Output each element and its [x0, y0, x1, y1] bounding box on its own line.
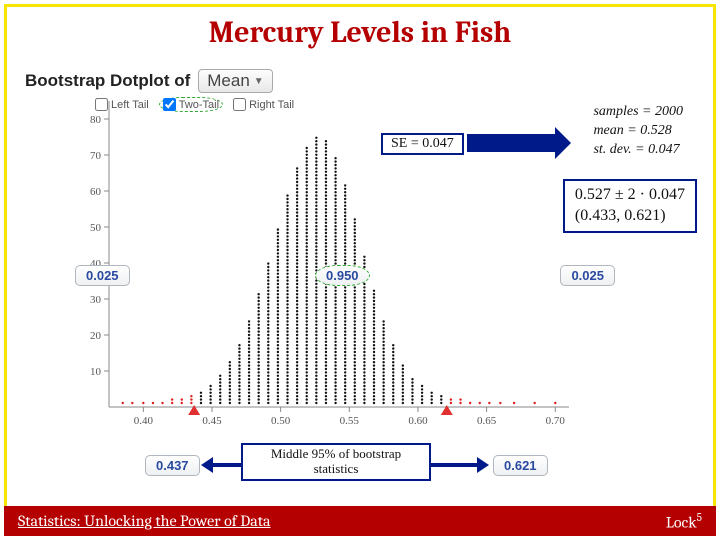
svg-text:10: 10: [90, 366, 102, 378]
svg-text:70: 70: [90, 150, 102, 162]
slide-frame: Mercury Levels in Fish Bootstrap Dotplot…: [4, 4, 716, 536]
svg-text:60: 60: [90, 186, 102, 198]
svg-text:0.45: 0.45: [202, 415, 222, 427]
summary-stats: samples = 2000 mean = 0.528 st. dev. = 0…: [593, 103, 683, 160]
svg-text:20: 20: [90, 330, 102, 342]
dropdown-value: Mean: [207, 71, 250, 91]
svg-text:80: 80: [90, 114, 102, 126]
confidence-interval-box: 0.527 ± 2 · 0.047 (0.433, 0.621): [563, 179, 697, 233]
svg-text:30: 30: [90, 294, 102, 306]
footer-left: Statistics: Unlocking the Power of Data: [18, 512, 271, 530]
upper-bound-pill[interactable]: 0.621: [493, 455, 548, 476]
svg-text:0.55: 0.55: [340, 415, 360, 427]
arrow-to-lower: [211, 463, 245, 467]
middle-95-label: Middle 95% of bootstrap statistics: [241, 443, 431, 481]
lower-bound-pill[interactable]: 0.437: [145, 455, 200, 476]
chart-header: Bootstrap Dotplot of Mean ▼: [25, 69, 695, 93]
svg-text:0.65: 0.65: [477, 415, 497, 427]
arrow-to-upper: [429, 463, 479, 467]
statistic-dropdown[interactable]: Mean ▼: [198, 69, 272, 93]
footer: Statistics: Unlocking the Power of Data …: [4, 506, 716, 536]
svg-text:0.70: 0.70: [546, 415, 566, 427]
right-tail-pill[interactable]: 0.025: [560, 265, 615, 286]
svg-text:0.40: 0.40: [134, 415, 154, 427]
left-tail-pill[interactable]: 0.025: [75, 265, 130, 286]
footer-right: Lock5: [666, 511, 702, 531]
chevron-down-icon: ▼: [254, 76, 264, 87]
chart-area: Bootstrap Dotplot of Mean ▼ Left Tail Tw…: [25, 69, 695, 473]
slide-title: Mercury Levels in Fish: [7, 15, 713, 50]
bound-pills: 0.437: [145, 455, 200, 476]
bound-pills-right: 0.621: [493, 455, 548, 476]
svg-text:50: 50: [90, 222, 102, 234]
middle-pill[interactable]: 0.950: [315, 265, 370, 286]
chart-header-prefix: Bootstrap Dotplot of: [25, 71, 190, 91]
svg-text:0.60: 0.60: [408, 415, 428, 427]
svg-text:0.50: 0.50: [271, 415, 291, 427]
proportion-pills: 0.025 0.950 0.025: [75, 265, 645, 286]
